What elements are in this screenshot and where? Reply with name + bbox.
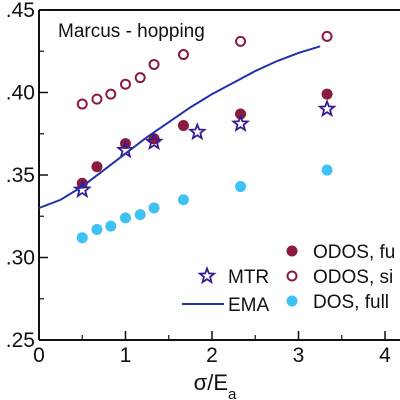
x-tick-label: 2 (206, 344, 218, 367)
data-point-mtr (72, 179, 92, 198)
annotation-text: Marcus - hopping (58, 21, 205, 42)
x-tick-label: 3 (293, 344, 305, 367)
legend-item-odos_full: ODOS, fu (286, 242, 395, 263)
data-point-mtr (187, 122, 207, 141)
legend-item-ema: EMA (182, 295, 270, 316)
x-tick-label: 0 (33, 344, 45, 367)
data-point-dos_full (105, 220, 117, 232)
y-tick-label: .25 (6, 329, 35, 352)
y-tick-label: .30 (6, 247, 35, 270)
data-point-odos_si (91, 93, 103, 105)
data-point-odos_si (235, 35, 247, 47)
data-point-dos_full (148, 202, 160, 214)
y-tick-label: .45 (6, 0, 35, 22)
data-point-odos_full (148, 133, 160, 145)
data-point-dos_full (120, 212, 131, 224)
series-layer (38, 30, 337, 244)
series-ema (38, 45, 321, 209)
legend-item-dos_full: DOS, full (286, 292, 389, 313)
data-point-odos_si (120, 78, 131, 90)
legend-label-odos_full: ODOS, fu (313, 242, 395, 263)
legend-swatch-marker (286, 245, 298, 257)
y-tick-label: .35 (6, 164, 35, 187)
data-point-mtr (317, 98, 337, 118)
legend-swatch-marker (197, 265, 217, 285)
legend-label-ema: EMA (228, 295, 270, 316)
legend-item-odos_si: ODOS, si (286, 267, 393, 288)
data-point-dos_full (321, 164, 333, 176)
data-point-dos_full (91, 223, 103, 235)
data-point-odos_full (177, 120, 189, 131)
legend-label-mtr: MTR (228, 267, 269, 288)
x-axis-title-sub: a (228, 386, 237, 400)
data-point-odos_full (321, 88, 333, 100)
data-point-dos_full (134, 209, 146, 221)
x-axis-title: σ/Ea (194, 370, 237, 400)
data-point-dos_full (76, 232, 88, 244)
legend: MTR EMA ODOS, fu ODOS, si DOS, full (182, 242, 395, 316)
data-point-odos_si (148, 58, 160, 70)
data-point-odos_si (321, 30, 333, 42)
legend-label-odos_si: ODOS, si (313, 267, 393, 288)
data-point-mtr (231, 113, 251, 132)
data-point-dos_full (177, 194, 189, 206)
data-point-odos_si (177, 49, 189, 61)
y-tick-label: .40 (6, 82, 35, 105)
legend-swatch-marker (286, 295, 298, 307)
series-dos_full (76, 164, 333, 244)
data-point-mtr (144, 131, 164, 151)
series-line-ema (38, 45, 321, 209)
legend-swatch-marker (286, 270, 298, 282)
data-point-odos_si (76, 98, 88, 110)
ticks: 0 1 2 3 4 .25 .30 .35 .40 .45 (6, 0, 391, 367)
legend-label-dos_full: DOS, full (313, 292, 389, 313)
data-point-odos_si (134, 72, 146, 84)
x-axis-title-main: σ/E (194, 370, 228, 395)
data-point-dos_full (235, 181, 247, 193)
x-tick-label: 1 (120, 344, 132, 367)
data-point-odos_si (105, 88, 117, 100)
x-tick-label: 4 (379, 344, 391, 367)
data-point-odos_full (91, 161, 103, 173)
series-odos_si (76, 30, 333, 110)
legend-item-mtr: MTR (197, 265, 269, 288)
